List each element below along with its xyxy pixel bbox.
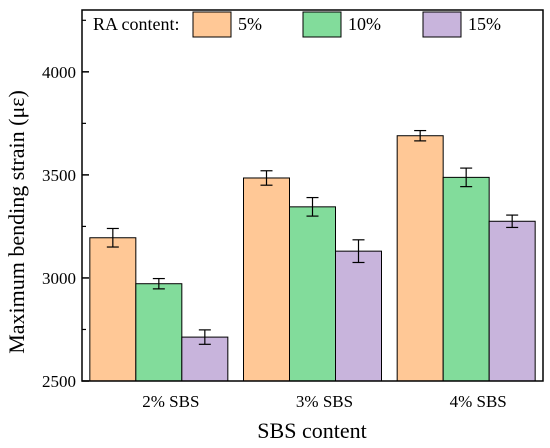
error-bar [506, 214, 519, 229]
error-bar [152, 277, 165, 290]
plot-frame [81, 9, 544, 382]
legend-label: 10% [348, 14, 381, 34]
error-bar [460, 167, 473, 188]
bar-15pct-3 [488, 220, 536, 382]
error-bar [198, 329, 211, 345]
y-axis: 2500 3000 3500 4000 [42, 19, 89, 391]
legend-swatch [302, 11, 342, 38]
y-tick-label: 4000 [42, 63, 76, 82]
bar-10pct-3 [442, 176, 490, 382]
x-tick-label: 4% SBS [450, 392, 507, 411]
legend-swatch [422, 11, 462, 38]
error-bar [106, 227, 119, 248]
bar-5pct-3 [396, 135, 444, 382]
error-bar [306, 196, 319, 217]
x-axis-label: SBS content [257, 418, 366, 443]
legend: RA content: 5% 10% 15% [93, 11, 501, 38]
x-tick-label: 3% SBS [296, 392, 353, 411]
x-tick-label: 2% SBS [142, 392, 199, 411]
legend-swatch [192, 11, 232, 38]
bar-5pct-1 [89, 237, 137, 382]
y-tick-label: 2500 [42, 372, 76, 391]
bar-10pct-2 [289, 206, 336, 382]
legend-title: RA content: [93, 14, 180, 34]
error-bar [260, 170, 273, 186]
bars-layer [89, 135, 536, 382]
bar-15pct-2 [335, 250, 382, 382]
error-bar [414, 129, 427, 142]
bar-10pct-1 [135, 283, 183, 382]
legend-label: 15% [468, 14, 501, 34]
y-tick-label: 3000 [42, 269, 76, 288]
bar-5pct-2 [243, 177, 290, 382]
y-tick-label: 3500 [42, 166, 76, 185]
y-axis-label: Maximum bending strain (με) [4, 90, 29, 354]
error-bar [352, 239, 365, 264]
error-bars-layer [106, 129, 519, 345]
x-axis: 2% SBS 3% SBS 4% SBS [142, 392, 507, 411]
legend-label: 5% [238, 14, 262, 34]
